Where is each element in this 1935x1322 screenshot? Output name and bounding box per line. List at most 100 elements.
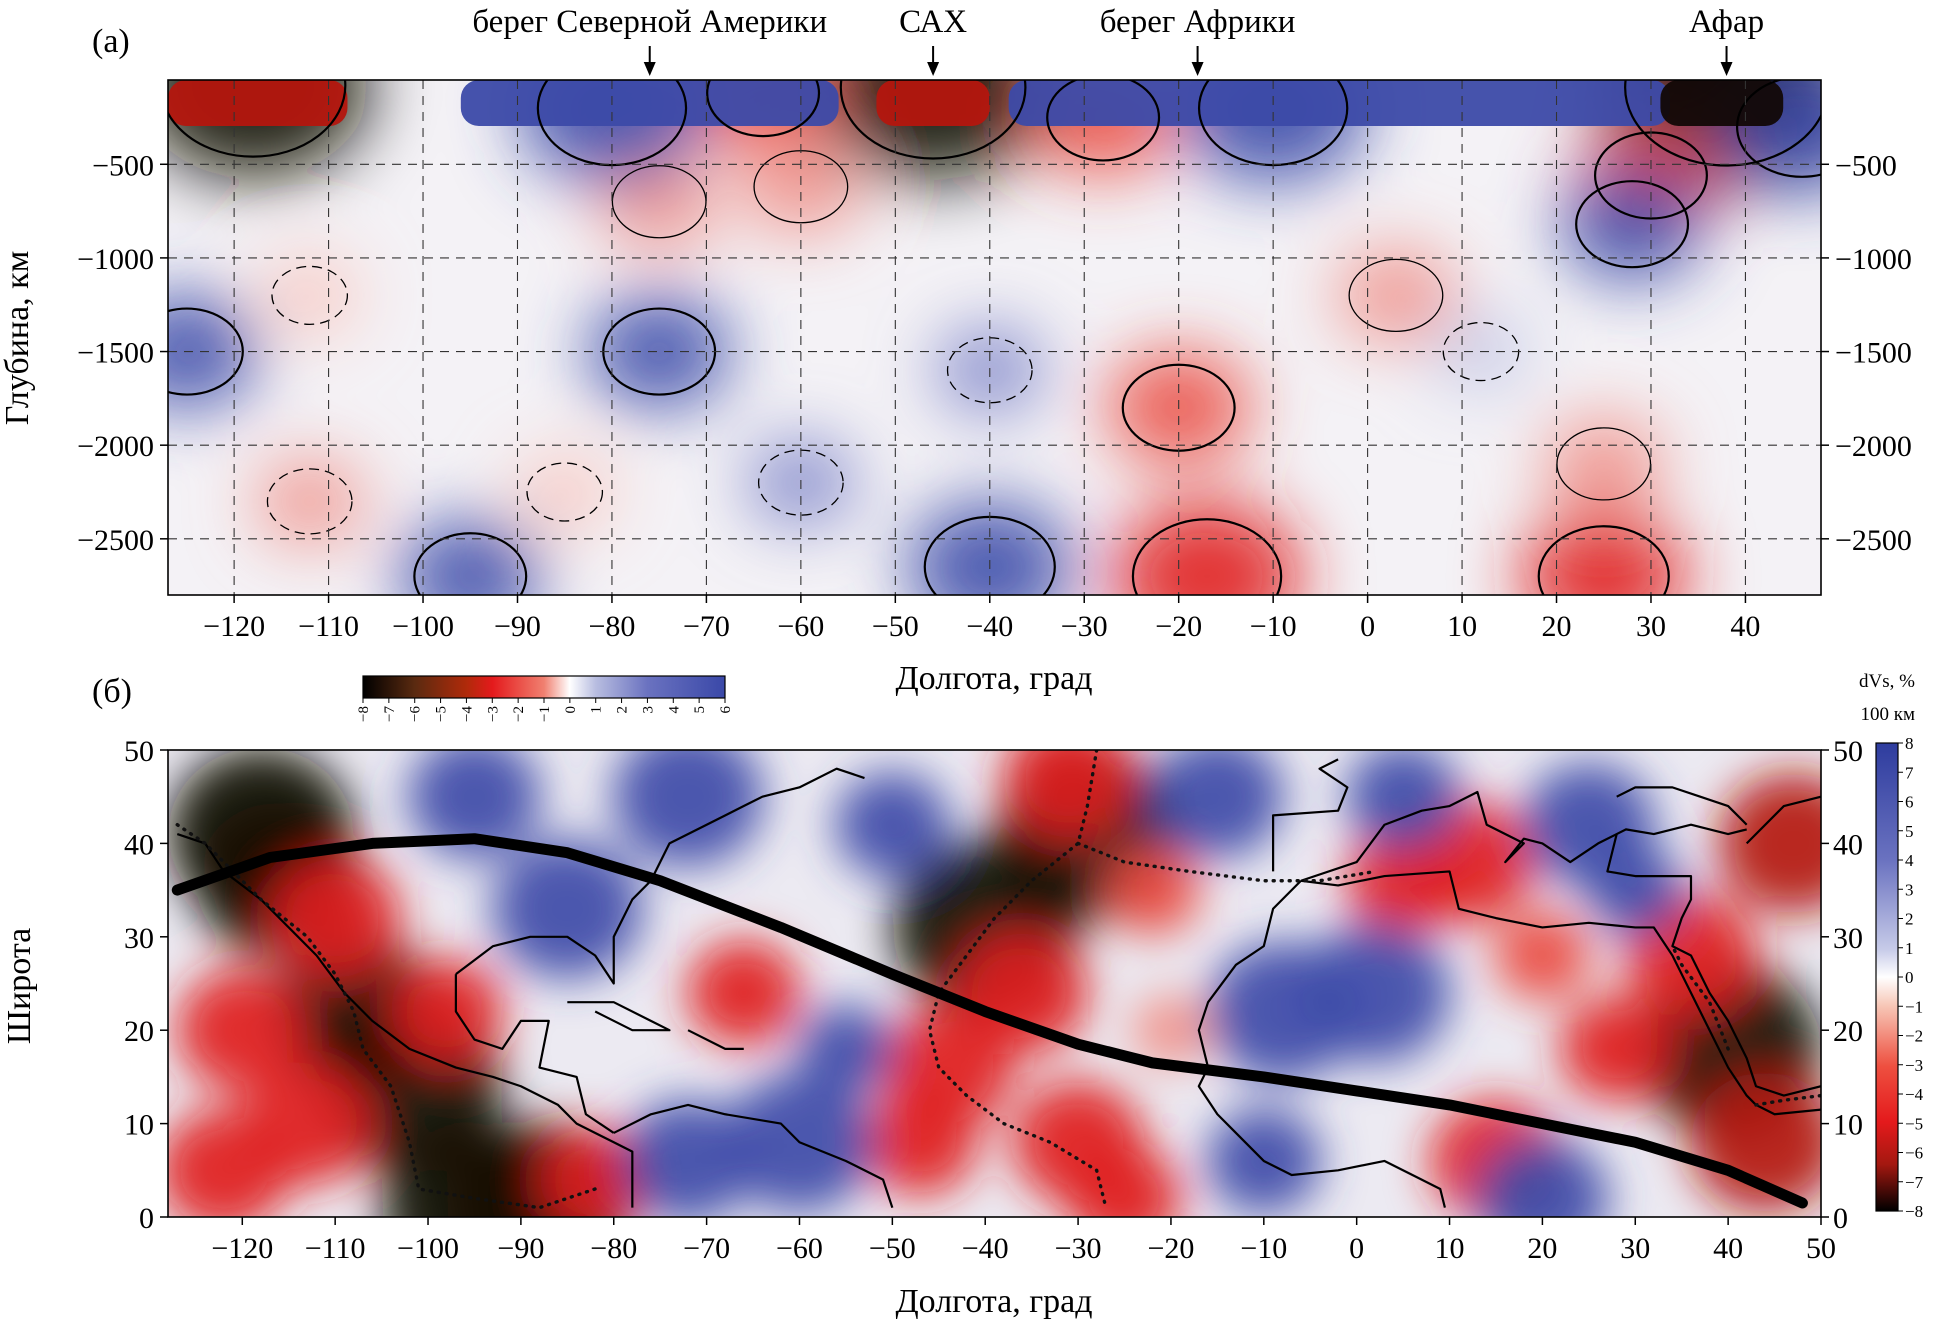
- panel-b-y-tick-label: 0: [139, 1202, 154, 1235]
- panel-b-y-ticks: 0 0 10 10 20 20 30 30 40 40 50 50: [124, 735, 1863, 1235]
- panel-a-surface-strip: [876, 80, 990, 126]
- panel-b-x-tick-label: −100: [397, 1232, 459, 1265]
- panel-b-anomaly: [1494, 910, 1591, 1001]
- colorbar-b-tick-label: 5: [1905, 822, 1914, 841]
- panel-a-upper-bands: [168, 80, 1784, 126]
- panel-b-y-tick-label: 10: [124, 1109, 154, 1142]
- colorbar-b-tick-label: 1: [1905, 939, 1914, 958]
- panel-b-anomaly: [492, 838, 643, 979]
- panel-b-y-tick-label: 20: [124, 1015, 154, 1048]
- panel-a-y-tick-label-right: −1000: [1835, 243, 1912, 276]
- panel-b-x-tick-label: −90: [497, 1232, 544, 1265]
- colorbar-a-tick-label: 4: [666, 706, 682, 714]
- colorbar-b-tick-label: 3: [1905, 880, 1914, 899]
- colorbar-b-ticks: 8 7 6 5 4 3 2 1 0 −1 −2 −3 −4 −5 −6 −7 −8: [1898, 734, 1924, 1221]
- panel-a-x-ticks: −120 −110 −100 −90 −80 −70 −60 −50 −40 −30 −20 −10 0…: [203, 595, 1760, 643]
- profile-line: [171, 833, 1808, 1209]
- panel-b-x-tick-label: −30: [1055, 1232, 1102, 1265]
- panel-b-x-tick-label: 30: [1620, 1232, 1650, 1265]
- panel-a-frame: [167, 79, 1822, 596]
- coastline: [613, 1103, 894, 1209]
- panel-b-y-tick-label-right: 0: [1833, 1202, 1848, 1235]
- panel-b-anomaly: [1151, 750, 1284, 859]
- panel-a-contour: [271, 265, 349, 326]
- panel-b-anomaly: [622, 1099, 755, 1217]
- panel-a-anomaly: [1113, 501, 1301, 595]
- panel-a-depth-section: −120 −110 −100 −90 −80 −70 −60 −50 −40 −30 −20 −10 0…: [0, 4, 1912, 697]
- coastline: [454, 974, 615, 1134]
- coastline: [567, 1001, 671, 1032]
- panel-b-anomaly: [1476, 1136, 1609, 1217]
- panel-a-contour: [1046, 80, 1161, 162]
- panel-a-anomaly: [740, 138, 861, 235]
- coastline: [1745, 795, 1821, 845]
- colorbar-a-tick-label: −8: [356, 706, 372, 722]
- panel-b-anomaly: [1718, 773, 1821, 914]
- panel-a-x-tick-label: −40: [966, 610, 1013, 643]
- panel-a-anomaly: [587, 294, 731, 409]
- colorbar-b-tick-label: −6: [1905, 1144, 1923, 1163]
- panel-b-plate-boundaries: [175, 750, 1821, 1210]
- coastline: [176, 833, 634, 1208]
- panel-b-anomaly: [1300, 922, 1451, 1063]
- panel-b-x-tick-label: −20: [1147, 1232, 1194, 1265]
- plate-boundary: [1754, 1093, 1821, 1107]
- plate-boundary: [927, 750, 1108, 1210]
- panel-a-x-tick-label: 40: [1730, 610, 1760, 643]
- panel-a-x-tick-label: −90: [494, 610, 541, 643]
- panel-a-contour: [168, 80, 347, 158]
- colorbar-b-tick-label: −5: [1905, 1114, 1923, 1133]
- coastline: [1300, 790, 1747, 882]
- colorbar-a-tick-label: 3: [640, 706, 656, 714]
- panel-a-y-tick-label: −2500: [77, 524, 154, 557]
- panel-a-anomaly: [1521, 510, 1687, 595]
- colorbar-a-tick-label: 6: [718, 706, 734, 714]
- panel-a-contour: [526, 462, 604, 522]
- colorbar-a-tick-label: 2: [615, 706, 631, 714]
- panel-b-y-tick-label-right: 30: [1833, 922, 1863, 955]
- panel-a-contour: [1348, 258, 1444, 333]
- colorbar-a-tick-label: −1: [537, 706, 553, 722]
- panel-a-x-axis-label: Долгота, град: [895, 660, 1092, 697]
- panel-a-x-tick-label: −80: [588, 610, 635, 643]
- panel-b-y-tick-label-right: 50: [1833, 735, 1863, 768]
- panel-a-surface-strip: [460, 80, 839, 126]
- panel-a-contour: [1556, 427, 1652, 501]
- panel-b-x-axis-label: Долгота, град: [895, 1283, 1092, 1320]
- coastline: [1616, 786, 1748, 826]
- panel-b-anomaly: [1346, 827, 1461, 934]
- colorbar-b-title: dVs, %: [1859, 671, 1915, 692]
- panel-a-contour: [1736, 80, 1821, 178]
- panel-a-contour: [168, 307, 244, 396]
- colorbar-a-tick-label: −6: [408, 706, 424, 722]
- colorbar-b-tick-label: −2: [1905, 1027, 1923, 1046]
- colorbar-b-tick-label: −4: [1905, 1085, 1924, 1104]
- panel-b-y-axis-label: Широта: [1, 928, 38, 1044]
- panel-b-x-tick-label: 40: [1713, 1232, 1743, 1265]
- panel-b-x-tick-label: 0: [1349, 1232, 1364, 1265]
- colorbar-a-tick-label: −2: [511, 706, 527, 722]
- panel-a-anomaly: [1543, 415, 1664, 512]
- panel-a-y-tick-label: −1500: [77, 337, 154, 370]
- panel-a-annotation-label: Афар: [1689, 4, 1764, 40]
- panel-b-anomaly: [863, 1089, 978, 1196]
- panel-a-y-tick-label: −1000: [77, 243, 154, 276]
- panel-b-x-tick-label: 20: [1527, 1232, 1557, 1265]
- colorbar-b-tick-label: 2: [1905, 910, 1914, 929]
- coastline: [455, 767, 865, 985]
- colorbar-a-gradient: [362, 675, 726, 699]
- panel-a-grid: [168, 80, 1821, 595]
- panel-b-x-tick-label: 50: [1806, 1232, 1836, 1265]
- panel-a-x-tick-label: −120: [203, 610, 265, 643]
- panel-b-y-tick-label-right: 20: [1833, 1015, 1863, 1048]
- panel-a-anomaly: [1335, 247, 1456, 344]
- panel-b-x-tick-label: −80: [590, 1232, 637, 1265]
- panel-a-annotation-label: берег Африки: [1100, 4, 1296, 40]
- panel-b-anomaly: [1067, 1145, 1182, 1217]
- colorbar-a-tick-label: −7: [382, 706, 398, 722]
- colorbar-b-tick-label: 7: [1905, 763, 1914, 782]
- panel-a-anomaly: [515, 453, 614, 531]
- colorbar-b-tick-label: 8: [1905, 734, 1914, 753]
- panel-a-anomaly: [1560, 167, 1704, 282]
- panel-a-anomaly: [260, 256, 359, 335]
